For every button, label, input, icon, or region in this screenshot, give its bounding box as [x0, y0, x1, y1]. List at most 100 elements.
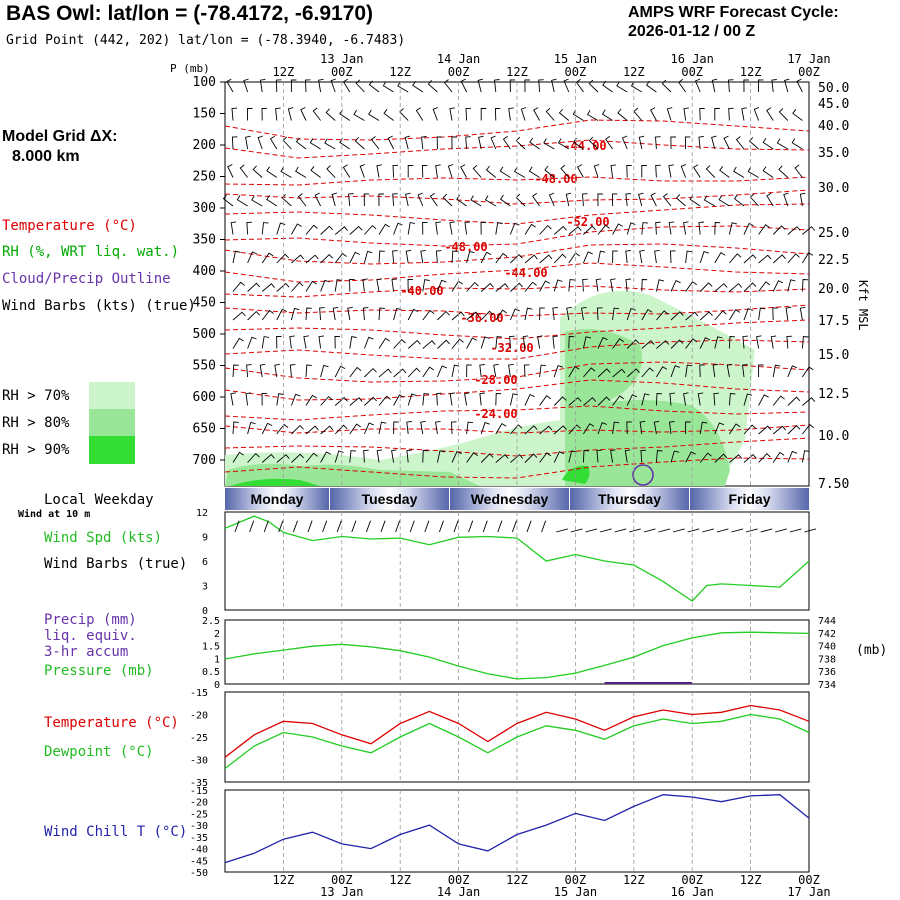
wind-barb [422, 221, 428, 235]
pressure-tick: 300 [193, 201, 216, 216]
wind-barb [368, 109, 380, 121]
wind-barb [729, 423, 741, 435]
top-time-label: 00Z [565, 65, 587, 79]
wind-barb [758, 364, 764, 377]
wind-barb [705, 165, 716, 178]
wind-barb [714, 336, 723, 349]
surface-wind-barb [409, 520, 415, 533]
wind-barb [802, 252, 814, 264]
wind-barb [232, 311, 246, 321]
bottom-time-label: 00Z [798, 873, 820, 887]
wind-barb [422, 366, 434, 378]
wind-barb [435, 164, 441, 178]
wind-barb [796, 78, 803, 93]
wind-barb [451, 280, 463, 292]
rh90-label: RH > 90% [2, 442, 70, 458]
surface-wind-barb [716, 528, 729, 533]
wind-barb [729, 253, 742, 264]
temperature-contour-label: -48.00 [444, 240, 487, 254]
wind-barb [447, 164, 454, 178]
bottom-time-label: 00Z [681, 873, 703, 887]
wind-barb [568, 450, 577, 463]
top-time-label: 00Z [681, 65, 703, 79]
wind-speed-tick: 6 [202, 557, 208, 568]
wind-barb [685, 311, 699, 321]
wind-barb [558, 108, 570, 121]
wind-barb [300, 107, 307, 121]
wind-barb [378, 395, 391, 406]
height-tick: 12.5 [818, 387, 849, 402]
wind-barb [661, 79, 672, 93]
wind-barb [772, 364, 781, 378]
wind-speed-tick: 9 [202, 533, 208, 544]
pressure-tick: 738 [818, 654, 836, 665]
wind-barb [552, 335, 558, 349]
wind-barb [539, 224, 552, 235]
wind-barb [741, 107, 747, 121]
wind-barb [670, 136, 676, 150]
wind-barb [276, 393, 284, 406]
wind-barb [582, 336, 591, 349]
wind-barb [280, 166, 292, 178]
wind-barb [612, 223, 624, 235]
surface-wind-barb [643, 528, 656, 533]
wind-barb [630, 81, 643, 93]
wind-barb [392, 193, 398, 207]
wind-barb [407, 165, 414, 178]
wind-barb [553, 425, 567, 435]
wind-barb [670, 365, 680, 378]
surface-wind-barb [775, 528, 787, 533]
wind-barb [275, 107, 281, 121]
pressure-label: Pressure (mb) [44, 663, 154, 679]
wind-barb [684, 136, 691, 150]
wind-barb [728, 222, 737, 235]
wind-barb [758, 425, 772, 435]
wind-barb [612, 307, 620, 321]
pressure-tick: 500 [193, 327, 216, 342]
wind-barb [393, 368, 407, 378]
surface-wind-barb [351, 520, 357, 533]
wind-barb [314, 192, 322, 207]
wind-barb [568, 226, 582, 235]
wind-barb [266, 166, 278, 178]
wind-barb [276, 222, 286, 235]
wind-barb [349, 450, 357, 463]
wind-barb [537, 335, 543, 349]
wind-barb [305, 224, 318, 235]
wind-barb [334, 252, 347, 264]
wind-barb [332, 306, 339, 321]
wind-barb [597, 250, 606, 264]
height-tick: 30.0 [818, 181, 849, 196]
wind-speed-line [224, 515, 810, 602]
wind-barb [259, 363, 266, 378]
wind-barb [699, 282, 713, 292]
wind-barb [728, 393, 736, 406]
wind-barb [699, 452, 712, 463]
temperature-label: Temperature (°C) [44, 715, 179, 731]
wind-barb [612, 338, 624, 349]
wind-barb [290, 393, 301, 406]
wind-barb [436, 365, 447, 378]
wind-barb [442, 193, 453, 207]
bottom-time-label: 12Z [389, 873, 411, 887]
wind-barb [478, 135, 484, 150]
wind-barb [281, 194, 292, 207]
wind-barb [617, 108, 628, 121]
wind-barb [699, 107, 705, 121]
wind-barb [465, 107, 472, 121]
wind-barb [670, 280, 681, 292]
wind-barb [528, 166, 540, 178]
wind-barb [354, 137, 365, 150]
wind-barb [406, 421, 412, 435]
pressure-tick: 400 [193, 264, 216, 279]
surface-wind-barb [307, 520, 313, 533]
wind-barb [252, 165, 263, 178]
wind-barb [787, 279, 796, 292]
wind-barb [417, 192, 424, 207]
wind-barb [772, 451, 785, 463]
wind-barb [610, 449, 616, 463]
wind-barb [670, 339, 684, 349]
dewpoint-line [224, 713, 810, 770]
mb-unit-label: (mb) [856, 643, 888, 658]
pressure-tick: 150 [193, 107, 216, 122]
